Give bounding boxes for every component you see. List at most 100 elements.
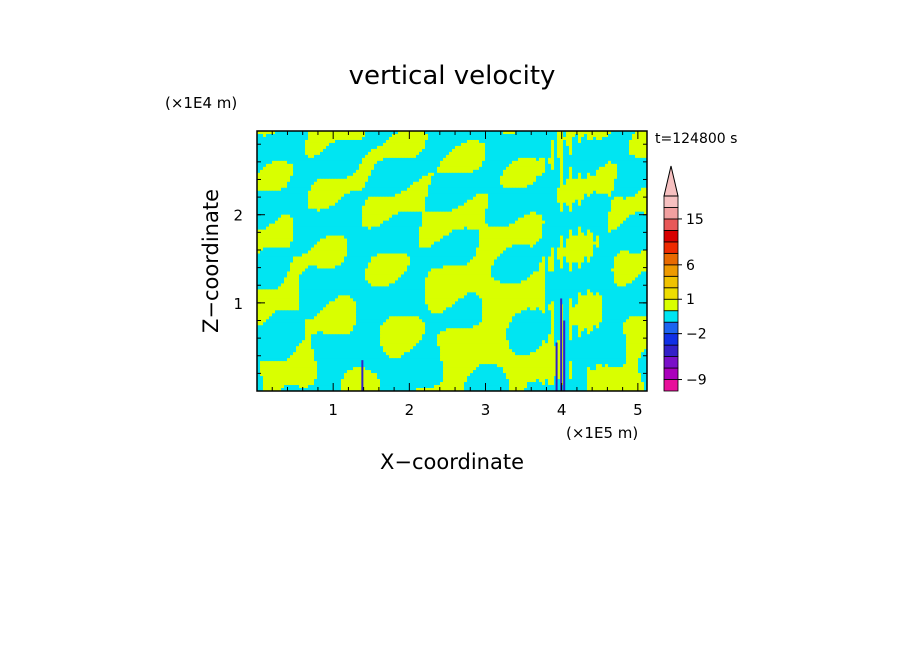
field-cell <box>626 199 630 204</box>
field-cell <box>509 154 513 159</box>
field-cell <box>344 169 348 174</box>
field-cell <box>494 211 498 216</box>
field-cell <box>635 190 639 195</box>
field-cell <box>311 187 315 192</box>
field-cell <box>587 196 591 201</box>
field-cell <box>587 166 591 171</box>
field-cell <box>464 133 468 138</box>
field-cell <box>503 223 507 228</box>
field-cell <box>380 169 384 174</box>
field-cell <box>350 145 354 150</box>
field-cell <box>620 208 624 213</box>
field-cell <box>311 232 315 237</box>
field-cell <box>515 220 519 225</box>
field-cell <box>581 178 585 183</box>
field-cell <box>452 133 456 138</box>
field-cell <box>485 145 489 150</box>
field-cell <box>563 184 567 189</box>
field-cell <box>356 142 360 147</box>
field-cell <box>632 178 636 183</box>
field-cell <box>551 131 555 135</box>
field-cell <box>542 178 546 183</box>
field-cell <box>620 169 624 174</box>
field-cell <box>395 151 399 156</box>
field-cell <box>314 145 318 150</box>
field-cell <box>626 184 630 189</box>
field-cell <box>473 226 477 231</box>
field-cell <box>392 199 396 204</box>
field-cell <box>371 190 375 195</box>
field-cell <box>554 181 558 186</box>
field-cell <box>425 175 429 180</box>
field-cell <box>605 145 609 150</box>
field-cell <box>257 175 261 180</box>
field-cell <box>269 166 273 171</box>
field-cell <box>602 154 606 159</box>
field-cell <box>554 217 558 222</box>
field-cell <box>299 229 303 234</box>
field-cell <box>599 202 603 207</box>
field-cell <box>386 214 390 219</box>
field-cell <box>452 172 456 177</box>
field-cell <box>497 220 501 225</box>
field-cell <box>326 139 330 144</box>
field-cell <box>599 187 603 192</box>
field-cell <box>587 217 591 222</box>
field-cell <box>440 202 444 207</box>
field-cell <box>491 136 495 141</box>
field-cell <box>623 178 627 183</box>
field-cell <box>290 172 294 177</box>
field-cell <box>335 214 339 219</box>
field-cell <box>539 226 543 231</box>
field-cell <box>563 214 567 219</box>
field-cell <box>554 187 558 192</box>
field-cell <box>374 184 378 189</box>
field-cell <box>410 193 414 198</box>
field-cell <box>284 232 288 237</box>
field-cell <box>488 169 492 174</box>
field-cell <box>587 187 591 192</box>
field-cell <box>350 131 354 135</box>
field-cell <box>362 148 366 153</box>
field-cell <box>587 133 591 138</box>
field-cell <box>635 196 639 201</box>
field-cell <box>635 178 639 183</box>
field-cell <box>524 157 528 162</box>
field-cell <box>599 193 603 198</box>
field-cell <box>332 145 336 150</box>
field-cell <box>530 136 534 141</box>
field-cell <box>296 157 300 162</box>
field-cell <box>539 145 543 150</box>
field-cell <box>380 184 384 189</box>
field-cell <box>257 131 261 135</box>
field-cell <box>344 184 348 189</box>
field-cell <box>335 169 339 174</box>
field-cell <box>422 139 426 144</box>
field-cell <box>620 214 624 219</box>
field-cell <box>545 181 549 186</box>
field-cell <box>383 217 387 222</box>
field-cell <box>464 172 468 177</box>
field-cell <box>575 178 579 183</box>
field-cell <box>602 172 606 177</box>
field-cell <box>527 199 531 204</box>
field-cell <box>380 196 384 201</box>
field-cell <box>380 142 384 147</box>
field-cell <box>629 190 633 195</box>
field-cell <box>434 196 438 201</box>
field-cell <box>560 208 564 213</box>
field-cell <box>527 214 531 219</box>
field-cell <box>560 193 564 198</box>
field-cell <box>269 190 273 195</box>
field-cell <box>326 190 330 195</box>
field-cell <box>359 157 363 162</box>
field-cell <box>422 208 426 213</box>
field-cell <box>470 169 474 174</box>
field-cell <box>401 199 405 204</box>
field-cell <box>323 136 327 141</box>
field-cell <box>419 175 423 180</box>
field-cell <box>464 178 468 183</box>
field-cell <box>440 193 444 198</box>
field-cell <box>383 199 387 204</box>
field-cell <box>383 196 387 201</box>
